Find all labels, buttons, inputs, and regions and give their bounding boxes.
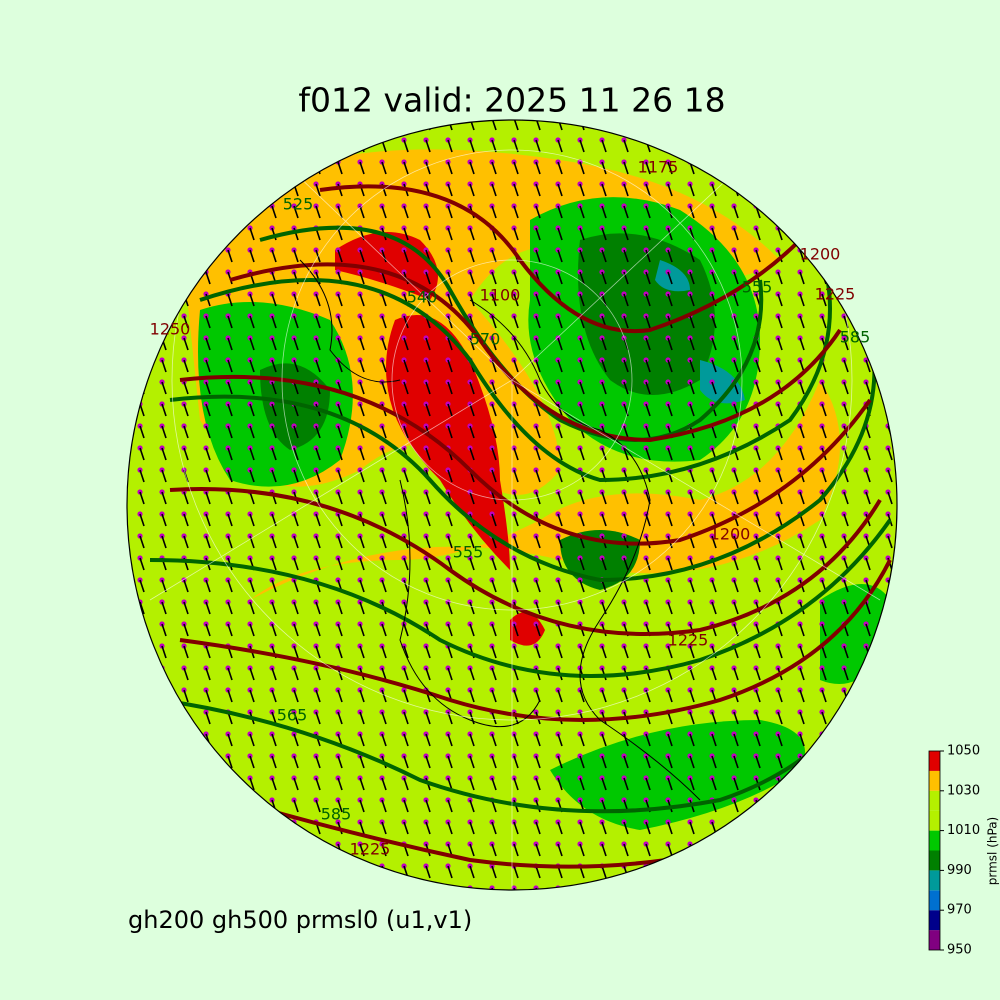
colorbar-segment (929, 830, 940, 851)
contour-label: 555 (742, 278, 773, 297)
globe-outline (126, 119, 898, 891)
contour-label: 540 (407, 288, 438, 307)
colorbar: 950 970 990 1010 1030 1050 prmsl (hPa) (928, 744, 1000, 958)
map-subtitle: gh200 gh500 prmsl0 (u1,v1) (128, 906, 472, 934)
colorbar-segment (929, 850, 940, 871)
colorbar-segment (929, 910, 940, 931)
colorbar-label: prmsl (hPa) (986, 817, 1000, 885)
contour-label: 565 (277, 706, 308, 725)
map-title: f012 valid: 2025 11 26 18 (298, 81, 725, 120)
colorbar-frame (928, 750, 941, 951)
contour-label: 585 (840, 328, 871, 347)
colorbar-segment (929, 790, 940, 811)
colorbar-segment (929, 810, 940, 831)
colorbar-segment (929, 930, 940, 950)
contour-label: 1100 (480, 286, 521, 305)
globe (127, 120, 897, 890)
colorbar-tick-label: 970 (947, 903, 972, 918)
contour-label: 525 (283, 195, 314, 214)
contour-label: 1225 (350, 840, 391, 859)
contour-label: 555 (453, 543, 484, 562)
colorbar-segment (929, 770, 940, 791)
colorbar-tick-label: 990 (947, 863, 972, 878)
colorbar-segment (929, 751, 940, 771)
colorbar-segment (929, 890, 940, 911)
contour-label: 1200 (710, 525, 751, 544)
colorbar-tick-label: 950 (947, 943, 972, 958)
colorbar-tick-label: 1050 (947, 744, 980, 759)
contour-label: 570 (470, 330, 501, 349)
contour-label: 1200 (800, 245, 841, 264)
contour-labels: 540 570 555 555 565 585 585 525 1100 1175 1200 1225… (150, 158, 871, 859)
colorbar-segment (929, 870, 940, 891)
contour-label: 585 (321, 805, 352, 824)
contour-label: 1225 (668, 631, 709, 650)
contour-label: 1175 (638, 158, 679, 177)
contour-label: 1250 (150, 320, 191, 339)
colorbar-tick-label: 1030 (947, 783, 980, 798)
contour-label: 1225 (815, 285, 856, 304)
colorbar-tick-label: 1010 (947, 823, 980, 838)
